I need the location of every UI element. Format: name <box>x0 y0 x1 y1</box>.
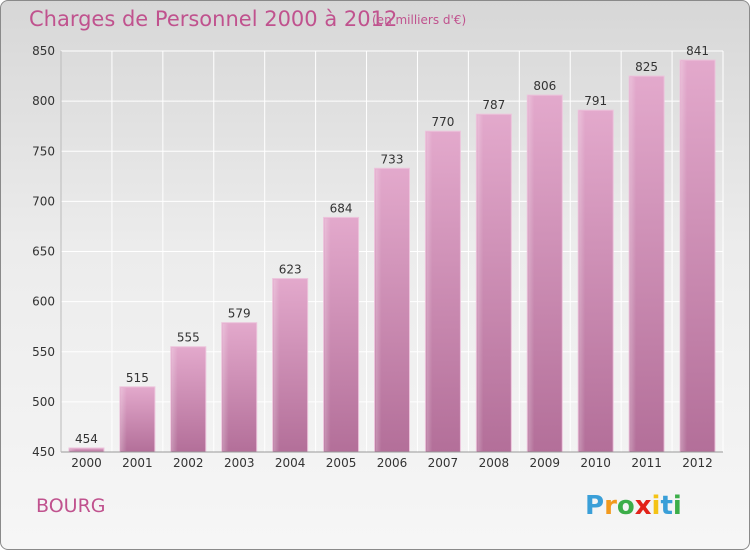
logo-letter: i <box>672 491 682 521</box>
x-tick-label: 2003 <box>224 456 255 470</box>
x-tick-label: 2000 <box>71 456 102 470</box>
x-tick-label: 2011 <box>631 456 662 470</box>
x-tick-label: 2002 <box>173 456 204 470</box>
data-label: 684 <box>330 201 353 215</box>
x-tick-label: 2008 <box>479 456 510 470</box>
y-tick-label: 600 <box>32 295 55 309</box>
x-tick-label: 2010 <box>580 456 611 470</box>
bar-highlight <box>324 218 331 451</box>
x-tick-label: 2004 <box>275 456 306 470</box>
bar-highlight <box>579 111 586 452</box>
y-tick-label: 450 <box>32 445 55 459</box>
bar-highlight <box>681 61 688 452</box>
data-label: 825 <box>635 60 658 74</box>
logo-letter: t <box>660 491 673 521</box>
bar-highlight <box>630 77 637 451</box>
logo-letter: r <box>604 491 617 521</box>
y-tick-label: 650 <box>32 245 55 259</box>
y-tick-label: 700 <box>32 194 55 208</box>
data-label: 806 <box>533 79 556 93</box>
data-label: 733 <box>381 152 404 166</box>
x-tick-label: 2012 <box>682 456 713 470</box>
bar-highlight <box>69 448 76 451</box>
y-tick-label: 750 <box>32 144 55 158</box>
y-tick-label: 550 <box>32 345 55 359</box>
logo-letter: i <box>651 491 661 521</box>
bar-highlight <box>120 387 127 451</box>
data-label: 623 <box>279 263 302 277</box>
bar-highlight <box>528 96 535 452</box>
chart-subtitle: (en milliers d'€) <box>372 13 467 27</box>
logo-letter: o <box>616 491 635 521</box>
bar-highlight <box>273 279 280 451</box>
x-tick-label: 2009 <box>529 456 560 470</box>
x-tick-label: 2006 <box>377 456 408 470</box>
data-label: 841 <box>686 44 709 58</box>
bar-highlight <box>426 132 433 451</box>
proxiti-logo: Proxiti <box>585 491 682 521</box>
bar-highlight <box>171 347 178 451</box>
bar-highlight <box>477 115 484 451</box>
y-tick-label: 850 <box>32 44 55 58</box>
data-label: 579 <box>228 307 251 321</box>
y-tick-label: 800 <box>32 94 55 108</box>
data-label: 555 <box>177 331 200 345</box>
data-label: 787 <box>482 98 505 112</box>
x-tick-label: 2005 <box>326 456 357 470</box>
chart-title: Charges de Personnel 2000 à 2012 <box>29 7 398 31</box>
x-tick-label: 2007 <box>428 456 459 470</box>
commune-name: BOURG <box>36 495 106 517</box>
data-label: 791 <box>584 94 607 108</box>
data-label: 515 <box>126 371 149 385</box>
bar-highlight <box>375 169 382 452</box>
data-label: 770 <box>431 115 454 129</box>
logo-letter: P <box>585 491 605 521</box>
x-tick-label: 2001 <box>122 456 153 470</box>
bar-highlight <box>222 323 229 451</box>
data-label: 454 <box>75 432 98 446</box>
y-tick-label: 500 <box>32 395 55 409</box>
logo-letter: x <box>634 491 652 521</box>
